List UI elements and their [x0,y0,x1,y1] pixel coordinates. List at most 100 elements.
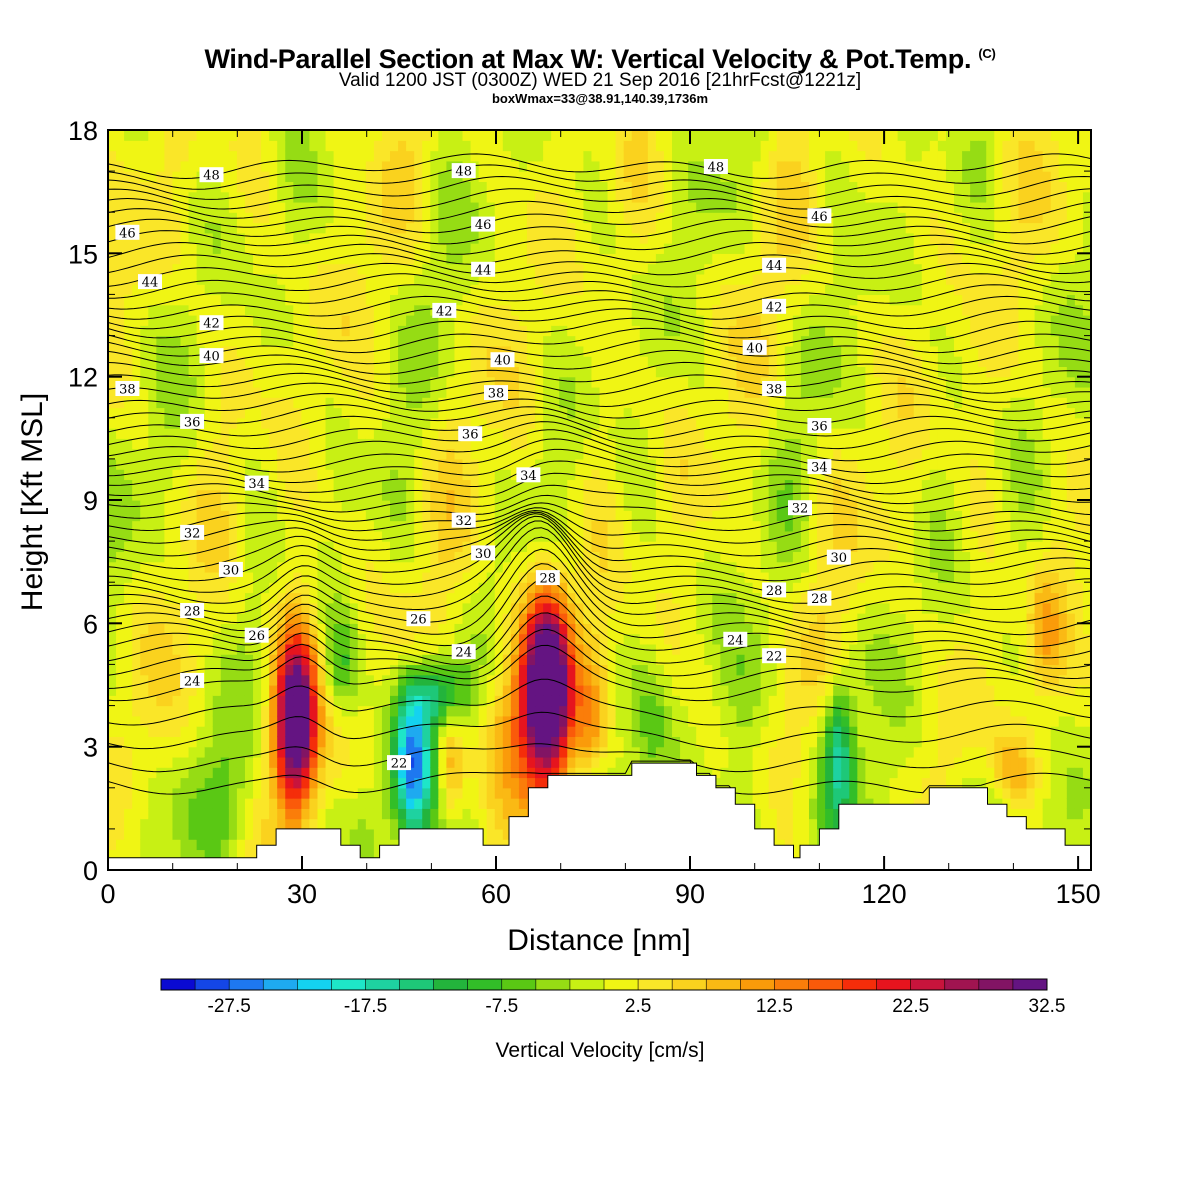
w-cell [438,448,448,460]
w-cell [615,469,625,481]
w-cell [607,592,617,604]
w-cell [406,643,415,655]
w-cell [204,787,214,799]
w-cell [236,818,246,830]
w-cell [293,715,302,727]
w-cell [446,664,456,676]
w-cell [398,315,407,326]
w-cell [567,294,576,306]
w-cell [164,273,174,285]
w-cell [615,695,625,707]
w-cell [172,222,182,234]
w-cell [349,448,359,460]
w-cell [631,171,641,182]
w-cell [301,356,311,367]
w-cell [333,787,343,799]
w-cell [140,253,149,265]
w-cell [317,715,327,727]
w-cell [655,448,665,460]
w-cell [494,201,504,213]
w-cell [188,232,198,244]
w-cell [228,571,238,583]
w-cell [390,428,399,439]
w-cell [317,520,327,532]
w-cell [430,787,439,799]
w-cell [559,736,568,748]
w-cell [236,345,246,357]
w-cell [164,263,174,275]
w-cell [180,818,190,830]
w-cell [398,520,407,532]
w-cell [285,582,294,594]
w-cell [341,222,351,234]
w-cell [647,654,657,666]
w-cell [333,130,343,141]
w-cell [333,140,343,152]
w-cell [559,397,568,409]
w-cell [470,746,480,758]
w-cell [526,315,536,326]
w-cell [655,654,665,666]
w-cell [575,428,584,439]
w-cell [156,726,165,737]
w-cell [172,798,182,809]
w-cell [349,243,359,254]
w-cell [502,551,512,563]
w-cell [390,191,399,203]
w-cell [309,232,319,244]
w-cell [164,212,174,224]
w-cell [623,232,633,244]
w-cell [567,685,576,696]
w-cell [631,140,641,152]
w-cell [438,695,448,707]
w-cell [631,273,641,285]
w-cell [301,746,311,758]
w-cell [236,356,246,367]
w-cell [204,479,214,491]
w-cell [535,386,544,398]
w-cell [567,243,576,254]
w-cell [317,171,327,182]
w-cell [228,243,238,254]
w-cell [236,397,246,409]
w-cell [390,530,399,542]
w-cell [124,243,133,254]
w-cell [108,818,117,830]
w-cell [414,171,423,182]
w-cell [414,767,423,779]
w-cell [591,376,601,388]
w-cell [116,541,125,552]
w-cell [559,726,568,737]
w-cell [591,664,601,676]
w-cell [333,284,343,296]
w-cell [212,582,222,594]
w-cell [140,520,149,532]
w-cell [470,376,480,388]
w-cell [454,674,464,686]
w-cell [220,715,230,727]
w-cell [132,705,141,717]
w-cell [108,140,117,152]
w-cell [591,530,601,542]
w-cell [140,458,149,470]
w-cell [148,726,157,737]
w-cell [567,746,576,758]
w-cell [438,201,448,213]
w-cell [559,695,568,707]
w-cell [583,479,593,491]
w-cell [438,212,448,224]
w-cell [132,623,141,635]
w-cell [269,150,278,162]
w-cell [599,386,609,398]
w-cell [220,232,230,244]
w-cell [309,191,319,203]
w-cell [212,541,222,552]
w-cell [599,448,609,460]
w-cell [261,366,270,378]
w-cell [180,777,190,789]
w-cell [591,160,601,172]
w-cell [140,849,149,861]
w-cell [357,602,367,614]
w-cell [196,767,206,779]
w-cell [277,356,286,367]
